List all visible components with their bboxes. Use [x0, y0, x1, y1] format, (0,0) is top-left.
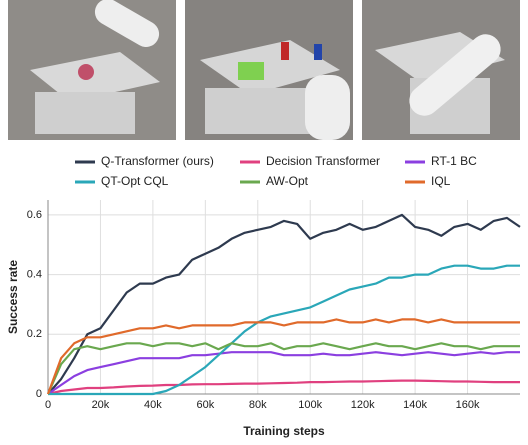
table-top [30, 52, 160, 102]
series-line [48, 264, 520, 396]
x-tick-label: 40k [144, 399, 162, 411]
x-tick-label: 120k [351, 399, 375, 411]
drawers [205, 88, 310, 134]
legend-label: Q-Transformer (ours) [101, 154, 214, 168]
y-tick-label: 0.2 [27, 328, 42, 340]
series-line [47, 213, 521, 395]
series-line [47, 351, 520, 395]
table-top [200, 40, 340, 95]
legend-label: Decision Transformer [266, 154, 380, 168]
x-tick-label: 60k [196, 399, 214, 411]
x-axis-label: Training steps [243, 424, 325, 438]
legend-label: IQL [431, 174, 451, 188]
series-line [47, 379, 520, 396]
photos [8, 0, 520, 140]
robot-arm [409, 34, 501, 116]
series-line [46, 342, 520, 395]
x-tick-label: 0 [45, 399, 51, 411]
legend-label: QT-Opt CQL [101, 174, 169, 188]
y-tick-label: 0 [36, 388, 42, 400]
legend-label: AW-Opt [266, 174, 309, 188]
y-tick-label: 0.6 [27, 209, 42, 221]
robot-arm [305, 75, 350, 140]
x-tick-label: 160k [456, 399, 480, 411]
robot-arm [94, 0, 160, 47]
object [314, 44, 322, 60]
y-axis-label: Success rate [6, 260, 20, 334]
object [238, 62, 264, 80]
series-line [46, 318, 520, 395]
legend-label: RT-1 BC [431, 154, 477, 168]
x-tick-label: 140k [403, 399, 427, 411]
x-tick-label: 80k [249, 399, 267, 411]
y-tick-label: 0.4 [27, 269, 42, 281]
x-tick-label: 20k [92, 399, 110, 411]
object [281, 42, 289, 60]
drawers [35, 92, 135, 134]
x-tick-label: 100k [298, 399, 322, 411]
object [78, 64, 94, 80]
